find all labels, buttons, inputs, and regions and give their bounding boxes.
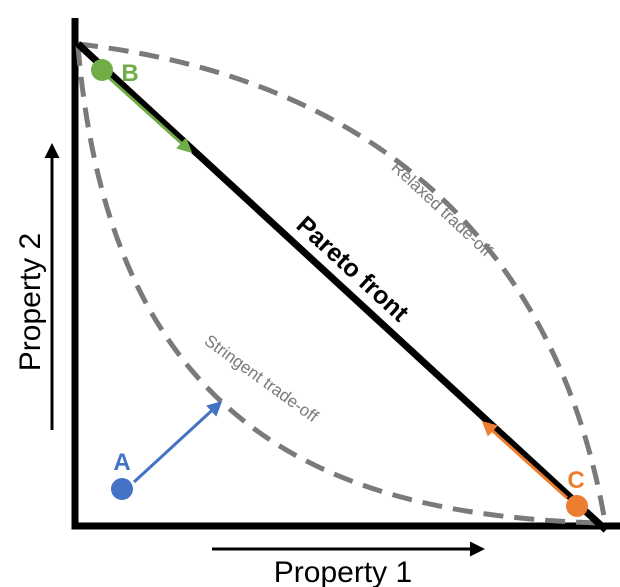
point-a-label: A [113, 449, 130, 476]
stringent-trade-off-label: Stringent trade-off [201, 331, 322, 426]
point-b-arrow [106, 75, 193, 154]
point-c-arrow [481, 420, 569, 500]
pareto-front-line [75, 41, 609, 533]
relaxed-trade-off-curve [77, 41, 608, 523]
x-axis-label: Property 1 [274, 556, 412, 587]
y-axis-label: Property 2 [14, 233, 47, 371]
point-c-label: C [567, 467, 584, 494]
point-c-marker [566, 495, 588, 517]
pareto-front-label: Pareto front [291, 211, 415, 328]
point-b-label: B [121, 60, 138, 87]
point-a-arrow [132, 400, 223, 484]
relaxed-trade-off-label: Relaxed trade-off [388, 158, 496, 261]
main-axes [71, 18, 620, 530]
point-b-marker [91, 59, 113, 81]
point-a-marker [111, 478, 133, 500]
stringent-trade-off-curve [75, 45, 601, 526]
